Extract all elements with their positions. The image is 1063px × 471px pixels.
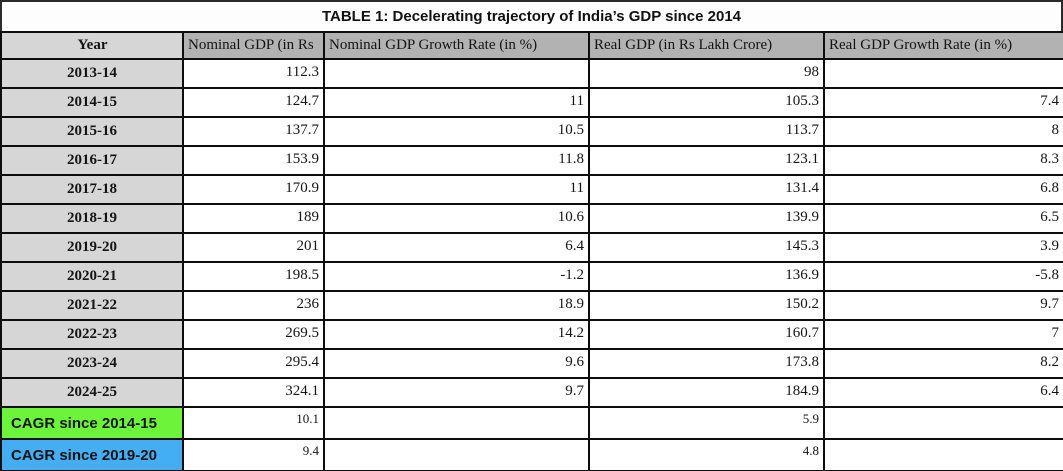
nominal-gdp-growth-value: 10.6 — [323, 203, 590, 234]
year-label: 2024-25 — [0, 377, 184, 408]
real-gdp-growth-value: 6.5 — [823, 203, 1063, 234]
real-gdp-value: 150.2 — [588, 290, 825, 321]
cagr-2014-15-label: CAGR since 2014-15 — [0, 406, 184, 440]
year-label: 2019-20 — [0, 232, 184, 263]
table-title: TABLE 1: Decelerating trajectory of Indi… — [0, 0, 1063, 31]
cagr-2019-20-nominal-gdp: 9.4 — [182, 438, 325, 471]
nominal-gdp-value: 112.3 — [182, 58, 325, 89]
table-row: 2015-16 137.7 10.5 113.7 8 — [0, 116, 1063, 147]
header-row: Year Nominal GDP (in Rs Nominal GDP Grow… — [0, 31, 1063, 60]
table-row: 2021-22 236 18.9 150.2 9.7 — [0, 290, 1063, 321]
column-header-real-gdp: Real GDP (in Rs Lakh Crore) — [588, 31, 825, 60]
gdp-data-table: Year Nominal GDP (in Rs Nominal GDP Grow… — [0, 31, 1063, 471]
table-row: 2020-21 198.5 -1.2 136.9 -5.8 — [0, 261, 1063, 292]
cagr-2019-20-nominal-growth — [323, 438, 590, 471]
cagr-since-2019-20-row: CAGR since 2019-20 9.4 4.8 — [0, 438, 1063, 471]
year-label: 2013-14 — [0, 58, 184, 89]
real-gdp-growth-value: 6.8 — [823, 174, 1063, 205]
year-label: 2014-15 — [0, 87, 184, 118]
real-gdp-value: 139.9 — [588, 203, 825, 234]
nominal-gdp-growth-value: 14.2 — [323, 319, 590, 350]
nominal-gdp-growth-value: 11 — [323, 87, 590, 118]
cagr-since-2014-15-row: CAGR since 2014-15 10.1 5.9 — [0, 406, 1063, 440]
real-gdp-growth-value: -5.8 — [823, 261, 1063, 292]
nominal-gdp-value: 295.4 — [182, 348, 325, 379]
cagr-2014-15-nominal-growth — [323, 406, 590, 440]
nominal-gdp-growth-value: 6.4 — [323, 232, 590, 263]
nominal-gdp-growth-value: 11 — [323, 174, 590, 205]
nominal-gdp-growth-value — [323, 58, 590, 89]
table-row: 2017-18 170.9 11 131.4 6.8 — [0, 174, 1063, 205]
real-gdp-growth-value — [823, 58, 1063, 89]
cagr-2014-15-nominal-gdp: 10.1 — [182, 406, 325, 440]
table-row: 2023-24 295.4 9.6 173.8 8.2 — [0, 348, 1063, 379]
nominal-gdp-value: 198.5 — [182, 261, 325, 292]
cagr-2019-20-real-gdp: 4.8 — [588, 438, 825, 471]
nominal-gdp-value: 137.7 — [182, 116, 325, 147]
real-gdp-growth-value: 9.7 — [823, 290, 1063, 321]
column-header-year: Year — [0, 31, 184, 60]
real-gdp-growth-value: 8 — [823, 116, 1063, 147]
real-gdp-value: 98 — [588, 58, 825, 89]
table-row: 2014-15 124.7 11 105.3 7.4 — [0, 87, 1063, 118]
real-gdp-value: 160.7 — [588, 319, 825, 350]
table-row: 2016-17 153.9 11.8 123.1 8.3 — [0, 145, 1063, 176]
nominal-gdp-growth-value: -1.2 — [323, 261, 590, 292]
real-gdp-value: 173.8 — [588, 348, 825, 379]
table-row: 2024-25 324.1 9.7 184.9 6.4 — [0, 377, 1063, 408]
column-header-real-gdp-growth: Real GDP Growth Rate (in %) — [823, 31, 1063, 60]
column-header-nominal-gdp-growth: Nominal GDP Growth Rate (in %) — [323, 31, 590, 60]
nominal-gdp-value: 124.7 — [182, 87, 325, 118]
table-row: 2019-20 201 6.4 145.3 3.9 — [0, 232, 1063, 263]
year-label: 2015-16 — [0, 116, 184, 147]
year-label: 2023-24 — [0, 348, 184, 379]
real-gdp-growth-value: 8.2 — [823, 348, 1063, 379]
year-label: 2022-23 — [0, 319, 184, 350]
cagr-2019-20-label: CAGR since 2019-20 — [0, 438, 184, 471]
nominal-gdp-value: 189 — [182, 203, 325, 234]
real-gdp-growth-value: 7 — [823, 319, 1063, 350]
table-row: 2022-23 269.5 14.2 160.7 7 — [0, 319, 1063, 350]
real-gdp-growth-value: 8.3 — [823, 145, 1063, 176]
nominal-gdp-value: 236 — [182, 290, 325, 321]
nominal-gdp-value: 324.1 — [182, 377, 325, 408]
real-gdp-value: 105.3 — [588, 87, 825, 118]
year-label: 2017-18 — [0, 174, 184, 205]
real-gdp-value: 136.9 — [588, 261, 825, 292]
nominal-gdp-value: 153.9 — [182, 145, 325, 176]
real-gdp-value: 131.4 — [588, 174, 825, 205]
real-gdp-growth-value: 6.4 — [823, 377, 1063, 408]
nominal-gdp-growth-value: 10.5 — [323, 116, 590, 147]
cagr-2019-20-real-growth — [823, 438, 1063, 471]
real-gdp-value: 184.9 — [588, 377, 825, 408]
nominal-gdp-growth-value: 9.7 — [323, 377, 590, 408]
table-row: 2013-14 112.3 98 — [0, 58, 1063, 89]
year-label: 2016-17 — [0, 145, 184, 176]
nominal-gdp-value: 201 — [182, 232, 325, 263]
real-gdp-growth-value: 7.4 — [823, 87, 1063, 118]
column-header-nominal-gdp: Nominal GDP (in Rs — [182, 31, 325, 60]
nominal-gdp-growth-value: 18.9 — [323, 290, 590, 321]
nominal-gdp-value: 269.5 — [182, 319, 325, 350]
cagr-2014-15-real-growth — [823, 406, 1063, 440]
year-label: 2020-21 — [0, 261, 184, 292]
cagr-2014-15-real-gdp: 5.9 — [588, 406, 825, 440]
real-gdp-value: 113.7 — [588, 116, 825, 147]
table-row: 2018-19 189 10.6 139.9 6.5 — [0, 203, 1063, 234]
nominal-gdp-value: 170.9 — [182, 174, 325, 205]
nominal-gdp-growth-value: 9.6 — [323, 348, 590, 379]
real-gdp-value: 123.1 — [588, 145, 825, 176]
real-gdp-growth-value: 3.9 — [823, 232, 1063, 263]
nominal-gdp-growth-value: 11.8 — [323, 145, 590, 176]
year-label: 2018-19 — [0, 203, 184, 234]
real-gdp-value: 145.3 — [588, 232, 825, 263]
year-label: 2021-22 — [0, 290, 184, 321]
